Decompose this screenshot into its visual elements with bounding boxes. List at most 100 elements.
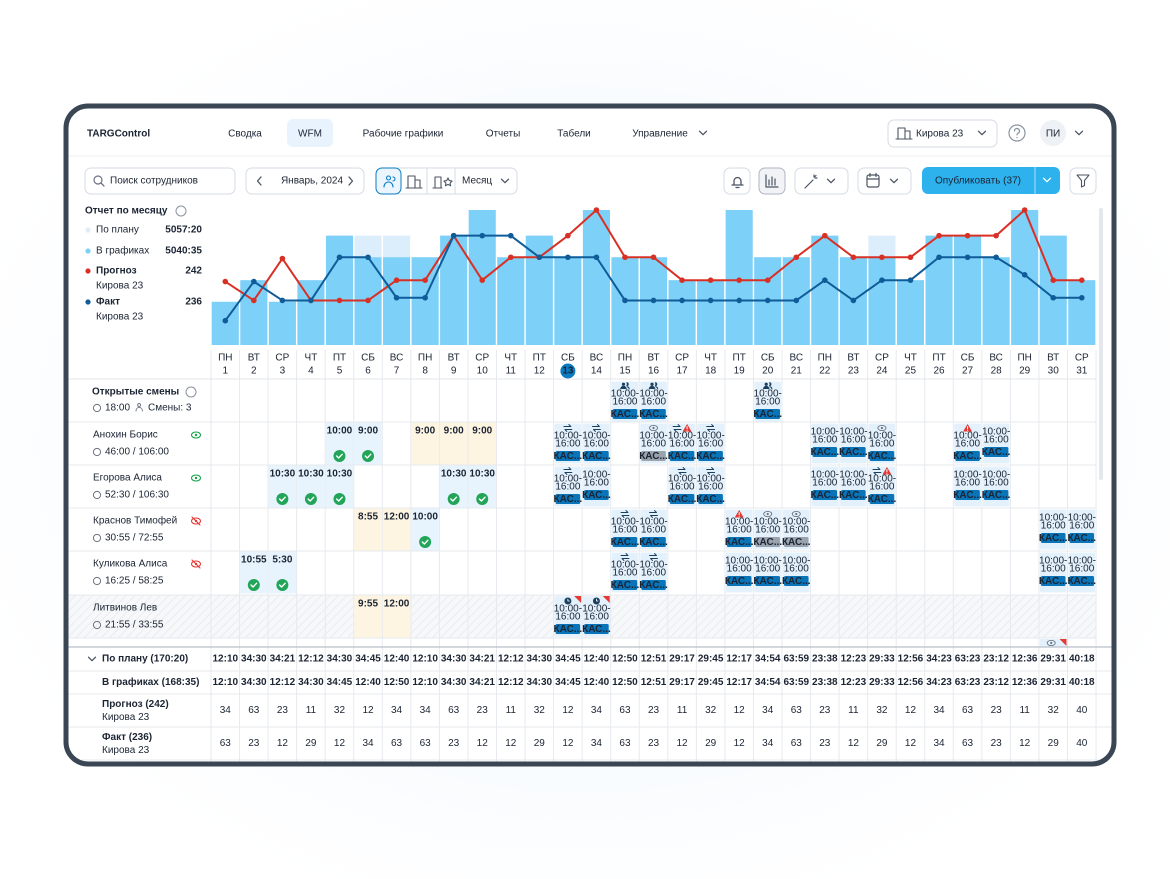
shift-from: 10:00-: [639, 560, 667, 571]
employee-name[interactable]: Литвинов Лев: [93, 603, 157, 614]
point: [1078, 294, 1085, 301]
eye-icon: [791, 510, 801, 518]
role: КАС...: [611, 580, 640, 591]
point: [365, 254, 371, 261]
summary-value: 12:40: [384, 654, 410, 665]
summary-value: 34:45: [355, 654, 381, 665]
eye-pupil: [1050, 641, 1053, 645]
menu-item[interactable]: Управление: [632, 129, 688, 140]
role: КАС...: [953, 451, 982, 462]
menu-item[interactable]: Табели: [557, 128, 591, 140]
role-badge: [698, 494, 723, 504]
bell-btn[interactable]: [723, 167, 751, 195]
shift-to: 16:00: [984, 478, 1009, 489]
summary-value: 63: [619, 738, 631, 749]
today-marker: [560, 363, 576, 379]
point: [822, 277, 828, 284]
avatar[interactable]: [1040, 120, 1066, 146]
pending-time: 9:00: [444, 426, 464, 437]
clock-small: [92, 403, 102, 413]
point: [422, 277, 428, 284]
role-badge: [812, 490, 838, 500]
summary-value: 34:54: [755, 654, 781, 665]
point: [1078, 277, 1085, 284]
shift-from: 10:00-: [696, 474, 724, 485]
summary-value: 11: [848, 705, 859, 716]
summary-value: 12:10: [412, 677, 438, 688]
period-box[interactable]: [245, 167, 365, 195]
help-icon: [1008, 124, 1026, 142]
shift-from: 10:00-: [782, 517, 810, 528]
star-building-icon: [432, 176, 453, 189]
role: КАС...: [1067, 576, 1096, 587]
shift-from: 10:00-: [811, 427, 839, 438]
shift-to: 16:00: [841, 435, 866, 446]
search-box[interactable]: [84, 167, 236, 195]
weekday: СР: [275, 353, 289, 364]
view-select[interactable]: Месяц: [462, 176, 492, 187]
role-badge: [812, 447, 838, 457]
summary-sub: Кирова 23: [102, 745, 150, 756]
summary-value: 23: [819, 705, 831, 716]
shift-to: 16:00: [869, 439, 894, 450]
chart-icon: [765, 174, 779, 188]
role: КАС...: [582, 490, 611, 501]
role-badge: [641, 580, 666, 590]
point: [707, 297, 714, 304]
bar: [325, 235, 353, 345]
visibility-slash: [191, 559, 201, 569]
menu-item[interactable]: Отчеты: [486, 129, 521, 140]
summary-value: 23:12: [983, 654, 1009, 665]
day-number: 16: [648, 366, 660, 377]
pending-time: 8:55: [358, 512, 378, 523]
bar: [868, 257, 896, 345]
employee-name[interactable]: Краснов Тимофей: [93, 515, 177, 527]
point: [964, 254, 971, 261]
publish-btn[interactable]: [922, 167, 1060, 194]
employee-name[interactable]: Анохин Борис: [93, 430, 158, 441]
view-people-active[interactable]: [375, 167, 402, 195]
swap-icon: [706, 424, 716, 432]
done-time: 10:30: [469, 469, 495, 480]
shift-from: 10:00-: [611, 560, 639, 571]
weekday: ПН: [1017, 353, 1031, 364]
summary-value: 29: [534, 738, 546, 749]
filter-btn[interactable]: [1069, 167, 1097, 195]
bar: [497, 257, 525, 345]
check-mark: [250, 582, 258, 588]
weekday: ВС: [590, 353, 604, 364]
done-check: [476, 493, 489, 505]
menu-item[interactable]: Рабочие графики: [363, 128, 444, 140]
summary-value: 34: [933, 738, 945, 749]
eye-icon: [877, 424, 887, 432]
location-select[interactable]: [887, 119, 998, 148]
point: [565, 254, 571, 261]
wand-icon: [804, 174, 818, 189]
shift-to: 16:00: [1069, 521, 1094, 532]
menu-item[interactable]: Сводка: [228, 129, 262, 140]
shift-to: 16:00: [755, 525, 780, 536]
role: КАС...: [554, 494, 583, 505]
person-icon: [650, 382, 654, 386]
summary-value: 63: [791, 738, 803, 749]
role: КАС...: [611, 537, 640, 548]
swap-icon: [563, 467, 573, 475]
check-mark: [278, 496, 286, 502]
magic-btn[interactable]: [794, 167, 849, 195]
summary-value: 29: [876, 738, 888, 749]
role: КАС...: [753, 537, 782, 548]
calendar-btn[interactable]: [857, 167, 912, 195]
employee-name[interactable]: Егорова Алиса: [93, 473, 162, 484]
employee-name[interactable]: Куликова Алиса: [93, 559, 168, 570]
menu-item[interactable]: WFM: [298, 129, 322, 140]
role-badge: [755, 537, 780, 547]
point: [679, 277, 685, 284]
weekday: ВС: [789, 353, 803, 364]
person-body: [620, 382, 630, 390]
person-body: [648, 382, 659, 390]
day-number: 23: [848, 366, 860, 377]
weekday: ВТ: [1047, 353, 1059, 364]
shift-to: 16:00: [955, 439, 980, 450]
open-count: Смены: 3: [148, 403, 192, 414]
summary-value: 29:31: [1040, 654, 1066, 665]
